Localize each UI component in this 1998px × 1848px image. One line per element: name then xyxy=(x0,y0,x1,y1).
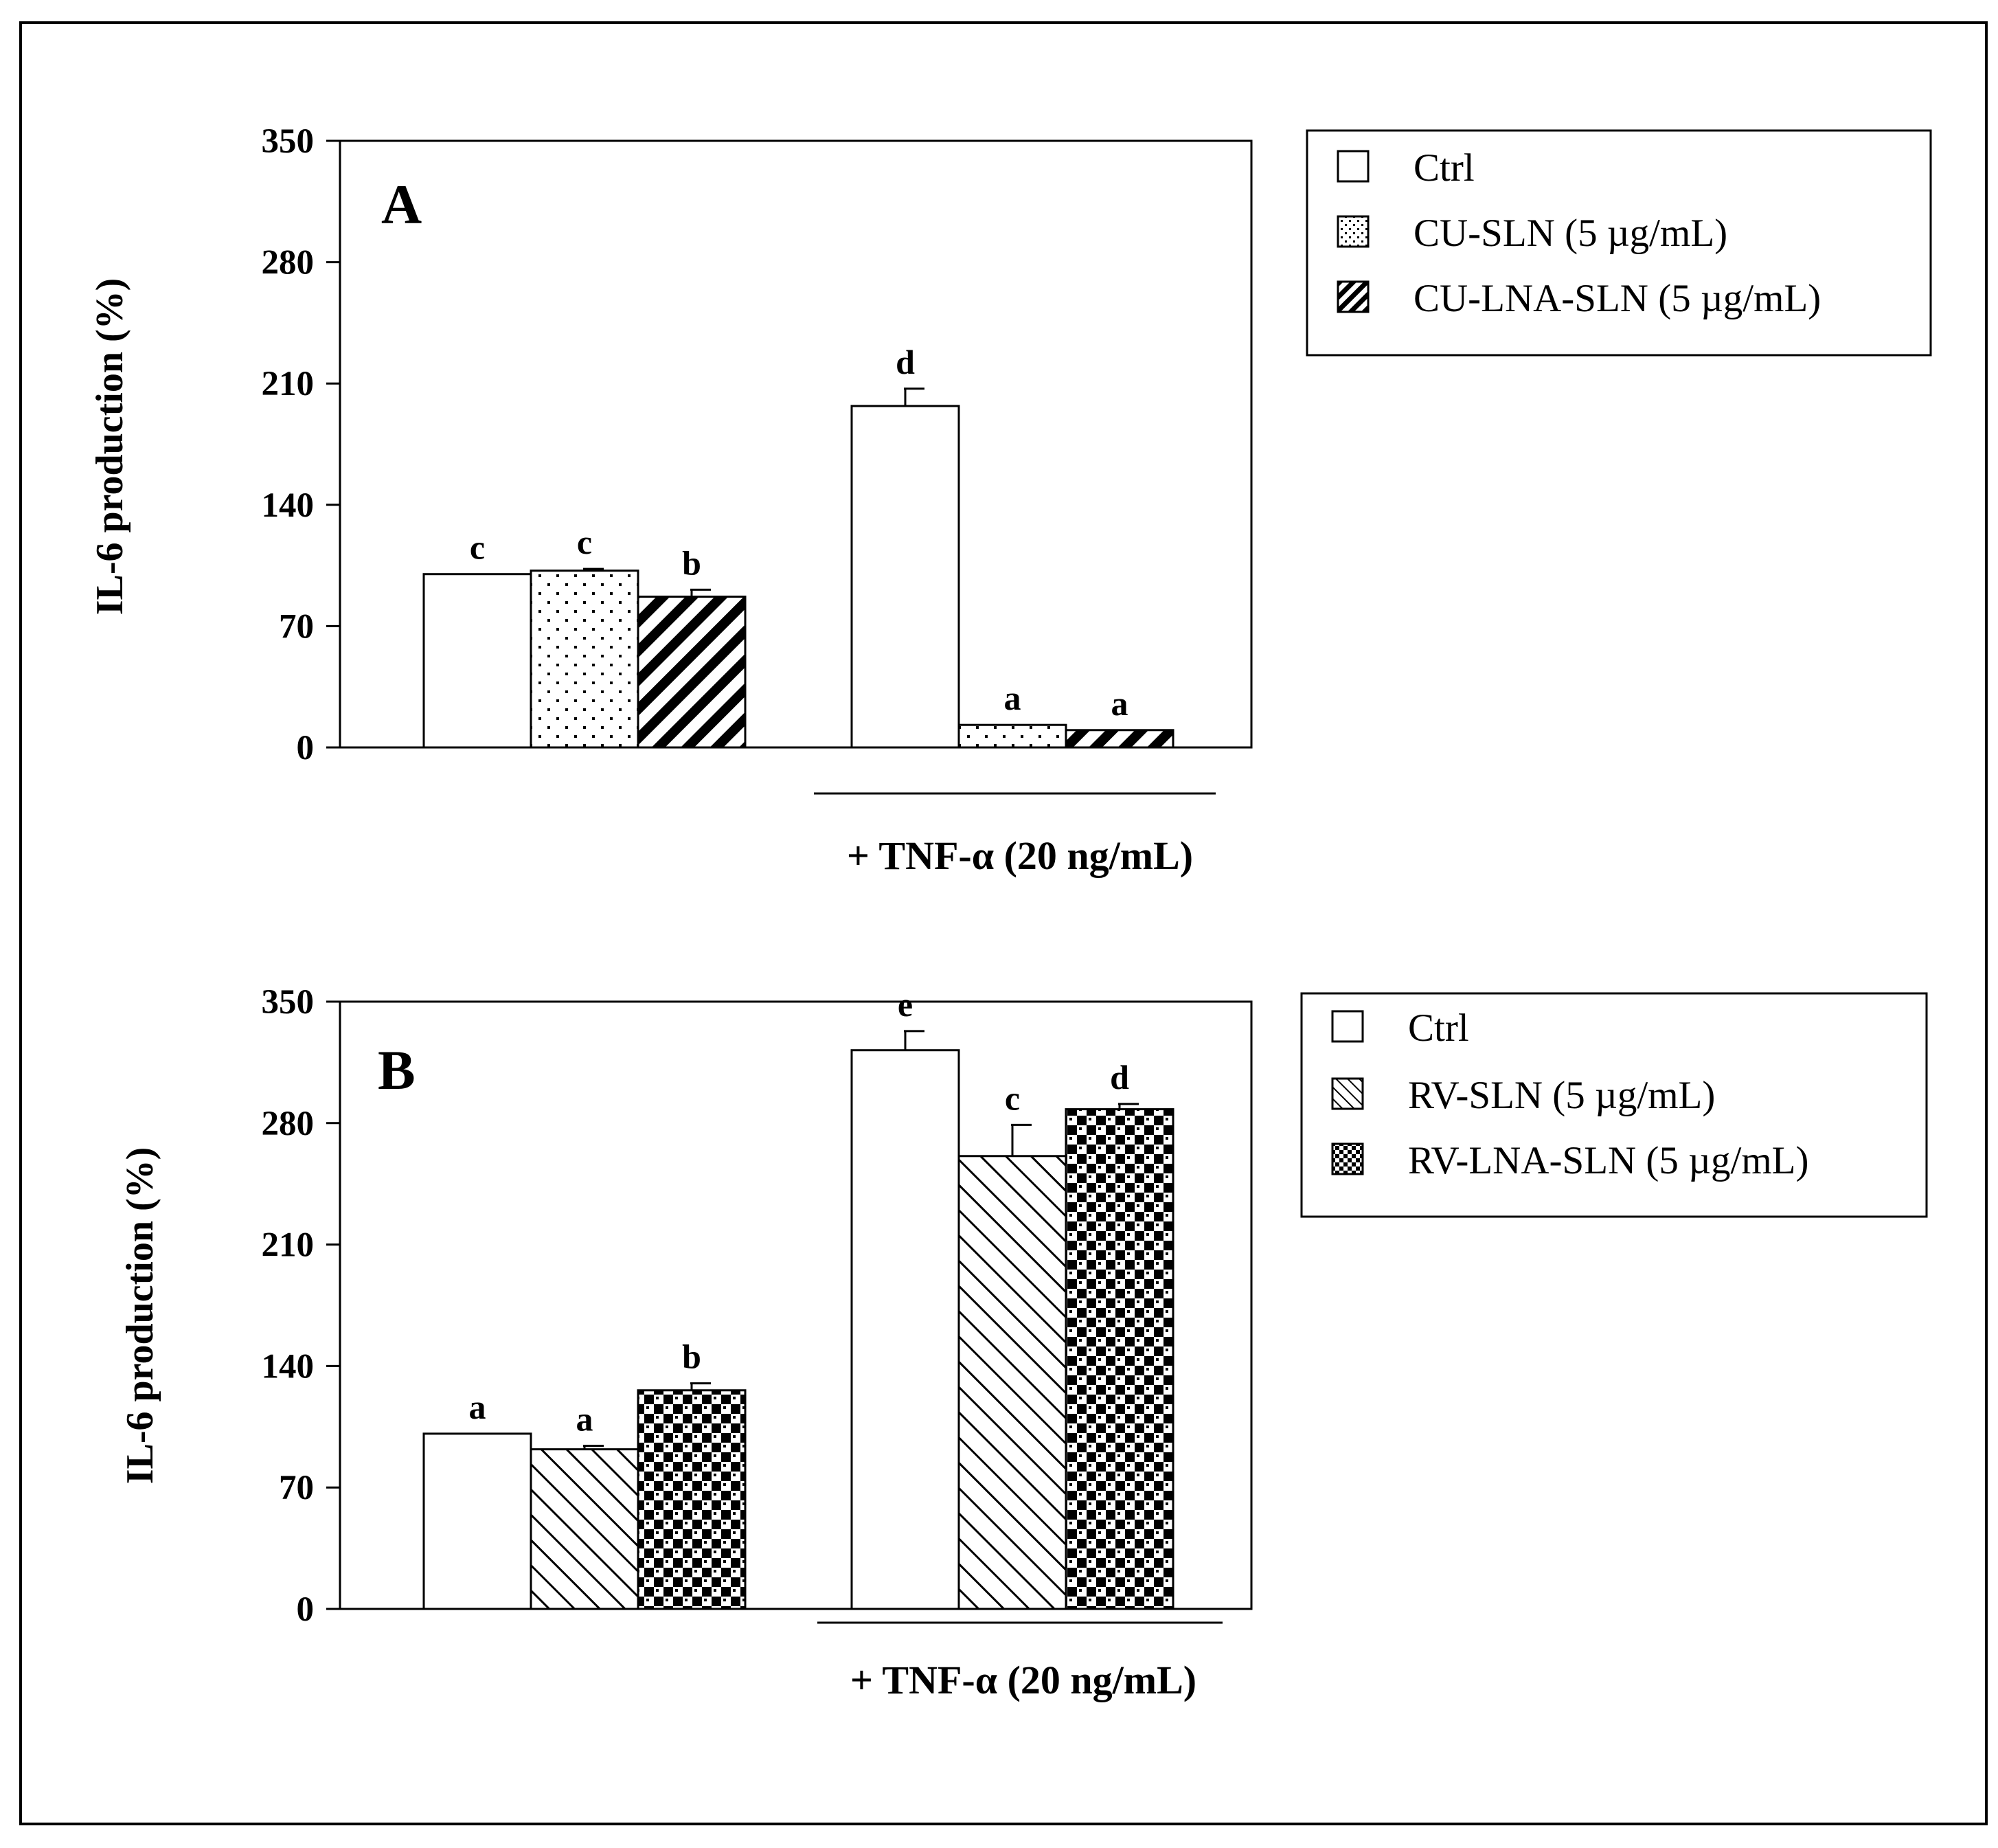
y-tick-label: 140 xyxy=(262,1347,315,1386)
y-tick-label: 210 xyxy=(262,1226,315,1265)
group-label: + TNF-α (20 ng/mL) xyxy=(847,833,1193,878)
plot-frame xyxy=(339,139,1253,749)
significance-letter: b xyxy=(682,1338,701,1376)
legend-label: CU-LNA-SLN (5 µg/mL) xyxy=(1414,277,1821,320)
significance-letter: c xyxy=(470,528,485,567)
legend-label: RV-SLN (5 µg/mL) xyxy=(1408,1074,1715,1117)
bar xyxy=(850,405,960,749)
y-tick-label: 140 xyxy=(262,486,315,525)
bar xyxy=(637,596,747,749)
bar xyxy=(530,570,639,749)
legend-label: CU-SLN (5 µg/mL) xyxy=(1414,212,1727,255)
y-tick-label: 350 xyxy=(262,983,315,1022)
y-axis-label: IL-6 production (%) xyxy=(119,1147,161,1485)
y-axis-label: IL-6 production (%) xyxy=(89,278,131,616)
legend-label: RV-LNA-SLN (5 µg/mL) xyxy=(1408,1139,1808,1182)
significance-letter: a xyxy=(1004,679,1021,717)
legend-swatch xyxy=(1331,1142,1364,1175)
y-tick-label: 210 xyxy=(262,365,315,403)
legend-label: Ctrl xyxy=(1414,146,1475,190)
legend-swatch xyxy=(1337,150,1370,183)
legend-swatch xyxy=(1331,1010,1364,1043)
bar xyxy=(1065,1108,1174,1610)
significance-letter: d xyxy=(896,343,915,381)
significance-letter: a xyxy=(1111,684,1128,723)
panel-a: 0 70 140 210 280 350 IL-6 production (%) Ac c b d a… xyxy=(89,122,1932,878)
bar xyxy=(530,1448,639,1610)
panel-letter: B xyxy=(378,1039,416,1101)
bar xyxy=(637,1389,747,1610)
significance-letter: c xyxy=(577,523,592,561)
y-tick-label: 0 xyxy=(297,1590,315,1629)
legend: Ctrl CU-SLN (5 µg/mL) CU-LNA-SLN (5 µg/mL) xyxy=(1306,129,1932,357)
bar xyxy=(850,1049,960,1610)
significance-letter: c xyxy=(1005,1079,1020,1117)
group-label: + TNF-α (20 ng/mL) xyxy=(850,1658,1196,1702)
legend-swatch xyxy=(1337,215,1370,248)
bar xyxy=(1065,729,1174,749)
legend-box xyxy=(1300,992,1928,1218)
y-tick-label: 280 xyxy=(262,1105,315,1143)
bar xyxy=(422,573,532,749)
significance-letter: e xyxy=(898,985,913,1024)
legend: Ctrl RV-SLN (5 µg/mL) RV-LNA-SLN (5 µg/mL) xyxy=(1300,992,1928,1218)
significance-letter: a xyxy=(576,1400,593,1439)
y-tick-label: 70 xyxy=(279,1469,314,1507)
y-tick-label: 280 xyxy=(262,244,315,282)
legend-box xyxy=(1306,129,1932,357)
bar xyxy=(957,723,1067,749)
significance-letter: d xyxy=(1110,1058,1129,1096)
legend-swatch xyxy=(1331,1077,1364,1110)
panel-letter: A xyxy=(381,173,422,236)
y-tick-label: 0 xyxy=(297,729,315,767)
significance-letter: b xyxy=(682,543,701,582)
legend-swatch xyxy=(1337,280,1370,313)
panel-b: 0 70 140 210 280 350 IL-6 production (%) Ba a b e c… xyxy=(119,983,1928,1702)
legend-label: Ctrl xyxy=(1408,1006,1469,1050)
y-tick-label: 70 xyxy=(279,607,314,646)
plot-frame xyxy=(339,1000,1253,1610)
y-tick-label: 350 xyxy=(262,122,315,161)
bar xyxy=(957,1155,1067,1610)
significance-letter: a xyxy=(469,1388,486,1426)
bar xyxy=(422,1432,532,1610)
